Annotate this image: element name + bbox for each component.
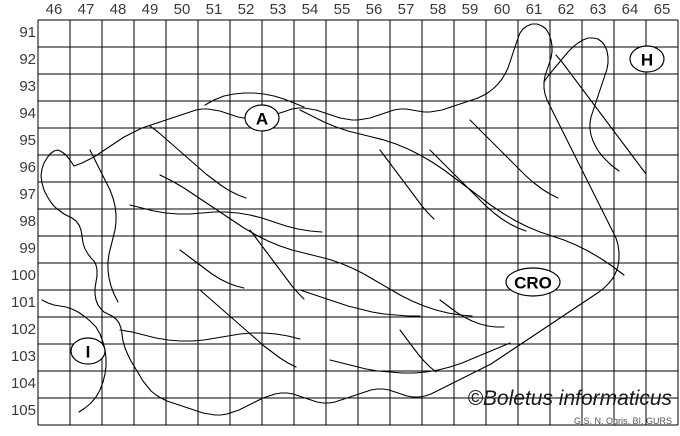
- inner-boundary-bela-krajina: [399, 329, 437, 373]
- x-tick-label: 51: [205, 1, 223, 18]
- river-kolpa: [329, 342, 511, 374]
- x-tick-label: 56: [365, 1, 383, 18]
- region-badge-italy: I: [70, 337, 106, 365]
- y-tick-label: 102: [10, 321, 36, 338]
- river-krka: [299, 289, 421, 317]
- x-tick-label: 62: [557, 1, 575, 18]
- river-sava: [159, 174, 473, 317]
- region-badge-label: H: [641, 51, 653, 70]
- region-badges: A H CRO I: [70, 45, 665, 365]
- y-tick-label: 99: [19, 240, 36, 257]
- inner-boundary-east: [429, 149, 527, 232]
- x-tick-label: 53: [269, 1, 287, 18]
- map-outlines: [40, 23, 647, 416]
- y-tick-label: 93: [19, 78, 36, 95]
- region-badge-label: A: [256, 110, 268, 129]
- x-tick-label: 65: [653, 1, 671, 18]
- inner-boundary-central: [129, 204, 323, 233]
- copyright-watermark: ©Boletus informaticus: [467, 387, 672, 410]
- region-badge-croatia: CRO: [505, 267, 561, 297]
- region-badge-ellipse: [505, 267, 561, 297]
- inner-boundary-dolenjska: [439, 299, 505, 328]
- border-northeast: [543, 37, 620, 172]
- region-badge-hungary: H: [629, 45, 665, 73]
- y-tick-label: 94: [19, 105, 36, 122]
- region-badge-ellipse: [629, 45, 665, 73]
- country-border-slovenia: [40, 23, 620, 416]
- y-tick-label: 104: [10, 375, 36, 392]
- x-tick-label: 55: [333, 1, 351, 18]
- x-tick-label: 50: [173, 1, 191, 18]
- y-tick-label: 100: [10, 267, 36, 284]
- inner-boundary-notranjska: [179, 249, 245, 289]
- region-badge-ellipse: [244, 104, 280, 132]
- y-tick-label: 101: [10, 294, 36, 311]
- region-badge-label: CRO: [514, 274, 552, 293]
- y-tick-label: 98: [19, 213, 36, 230]
- region-badge-ellipse: [70, 337, 106, 365]
- x-tick-label: 46: [45, 1, 63, 18]
- x-tick-label: 54: [301, 1, 319, 18]
- x-tick-label: 61: [525, 1, 543, 18]
- x-tick-label: 58: [429, 1, 447, 18]
- inner-boundary-pohorje: [379, 149, 435, 220]
- x-tick-label: 49: [141, 1, 159, 18]
- river-soca: [89, 149, 119, 303]
- y-tick-label: 96: [19, 159, 36, 176]
- x-tick-label: 63: [589, 1, 607, 18]
- y-tick-label: 103: [10, 348, 36, 365]
- x-tick-label: 47: [77, 1, 95, 18]
- credit-line: GIS, N. Ogris, BI, GURS: [574, 416, 672, 426]
- y-tick-label: 105: [10, 402, 36, 419]
- inner-boundary-south: [119, 329, 301, 342]
- region-badge-austria: A: [244, 104, 280, 132]
- inner-boundary-karst: [199, 289, 297, 368]
- inner-boundary-ne-hills: [469, 119, 559, 199]
- inner-boundary-nw: [149, 125, 247, 199]
- y-tick-label: 92: [19, 51, 36, 68]
- x-tick-label: 52: [237, 1, 255, 18]
- x-tick-label: 59: [461, 1, 479, 18]
- region-badge-label: I: [86, 343, 91, 362]
- y-tick-label: 95: [19, 132, 36, 149]
- x-tick-label: 57: [397, 1, 415, 18]
- inner-boundary-north: [204, 92, 305, 108]
- x-tick-label: 64: [621, 1, 639, 18]
- y-tick-label: 91: [19, 24, 36, 41]
- grid-lines: [37, 19, 679, 426]
- inner-boundary-ljubljana: [249, 229, 305, 300]
- river-mura: [555, 54, 647, 175]
- river-drava: [299, 109, 625, 276]
- coastline-adriatic: [41, 299, 107, 413]
- x-tick-label: 48: [109, 1, 127, 18]
- y-tick-label: 97: [19, 186, 36, 203]
- x-tick-label: 60: [493, 1, 511, 18]
